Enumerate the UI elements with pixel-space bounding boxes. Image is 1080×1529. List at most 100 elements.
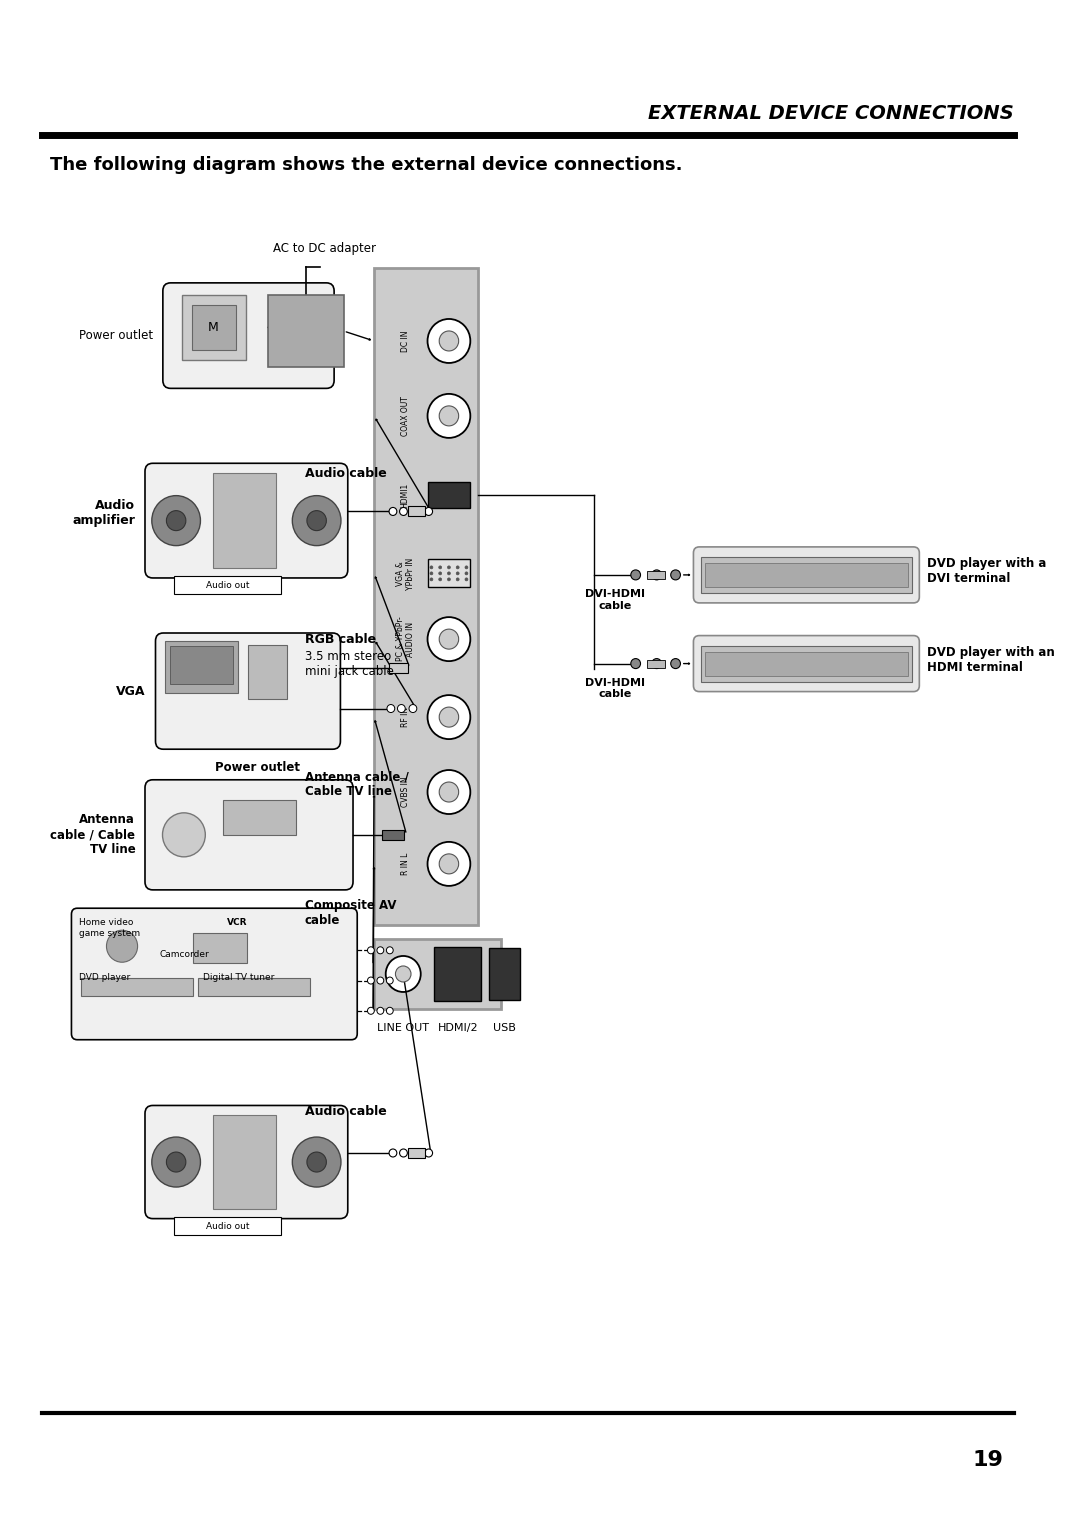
Circle shape [293,495,341,546]
Bar [174,1217,281,1234]
Circle shape [428,394,470,437]
Text: Digital TV tuner: Digital TV tuner [203,974,274,982]
Circle shape [671,570,680,579]
Bar [428,482,470,509]
Circle shape [447,578,450,581]
Circle shape [367,1008,375,1014]
Bar [705,563,907,587]
Circle shape [152,495,201,546]
Bar [192,304,235,350]
Bar [213,1116,276,1208]
Bar [407,1148,426,1157]
Circle shape [465,578,468,581]
Text: PC & YPbPr-
AUDIO IN: PC & YPbPr- AUDIO IN [395,616,415,662]
Circle shape [387,705,395,713]
Circle shape [438,566,442,569]
Text: DVI-HDMI
cable: DVI-HDMI cable [584,677,645,699]
Circle shape [440,330,459,352]
Bar [222,800,296,835]
Bar [434,946,481,1001]
Text: EXTERNAL DEVICE CONNECTIONS: EXTERNAL DEVICE CONNECTIONS [648,104,1014,122]
Text: DVD player: DVD player [79,974,131,982]
Bar [81,979,193,997]
Text: Home video
game system: Home video game system [79,919,140,937]
Circle shape [671,659,680,668]
Circle shape [456,566,459,569]
Bar [248,645,287,699]
Text: COAX OUT: COAX OUT [401,396,409,436]
Bar [705,651,907,676]
Circle shape [456,578,459,581]
Circle shape [440,781,459,803]
Bar [701,645,912,682]
Text: LINE OUT: LINE OUT [377,1023,429,1034]
Text: 19: 19 [972,1449,1003,1471]
Circle shape [438,572,442,575]
Circle shape [377,977,383,985]
Circle shape [166,1151,186,1173]
Text: R IN L: R IN L [401,853,409,875]
Text: 3.5 mm stereo
mini jack cable: 3.5 mm stereo mini jack cable [305,650,393,677]
Text: The following diagram shows the external device connections.: The following diagram shows the external… [51,156,683,174]
Circle shape [377,946,383,954]
Circle shape [465,572,468,575]
Circle shape [440,628,459,650]
Circle shape [377,1008,383,1014]
Circle shape [152,1138,201,1187]
Circle shape [447,566,450,569]
Circle shape [424,1148,433,1157]
Bar [647,659,664,668]
Bar [374,939,501,1009]
Text: Power outlet: Power outlet [215,761,300,774]
Circle shape [367,977,375,985]
Circle shape [652,659,662,668]
Circle shape [387,946,393,954]
Text: Audio cable: Audio cable [305,1105,387,1118]
Bar [389,664,408,673]
Circle shape [293,1138,341,1187]
Text: Audio
amplifier: Audio amplifier [72,498,135,526]
Circle shape [400,508,407,515]
Circle shape [367,946,375,954]
Text: Antenna cable /
Cable TV line: Antenna cable / Cable TV line [305,771,408,798]
Circle shape [424,508,433,515]
Circle shape [386,956,421,992]
Bar [701,557,912,593]
Text: DVI-HDMI
cable: DVI-HDMI cable [584,589,645,610]
FancyBboxPatch shape [71,908,357,1040]
FancyBboxPatch shape [145,780,353,890]
Circle shape [389,1148,396,1157]
Text: RF IN: RF IN [401,706,409,728]
Bar [268,295,343,367]
Text: RGB cable: RGB cable [305,633,376,645]
Text: VGA &
YPbPr IN: VGA & YPbPr IN [395,557,415,590]
Circle shape [307,1151,326,1173]
Text: Antenna
cable / Cable
TV line: Antenna cable / Cable TV line [51,813,135,856]
Circle shape [395,966,411,982]
FancyBboxPatch shape [145,463,348,578]
Circle shape [411,1148,419,1157]
Bar [374,268,478,925]
Text: HDMI1: HDMI1 [401,483,409,508]
Text: Power outlet: Power outlet [79,329,153,342]
Circle shape [428,618,470,661]
Text: DVD player with an
HDMI terminal: DVD player with an HDMI terminal [927,645,1055,674]
Bar [213,474,276,567]
Bar [382,830,404,839]
FancyBboxPatch shape [163,283,334,388]
Bar [165,641,239,693]
Circle shape [440,405,459,427]
Bar [174,576,281,593]
Circle shape [447,572,450,575]
Text: VCR: VCR [227,919,247,927]
Bar [407,506,426,517]
Circle shape [456,572,459,575]
Text: Camcorder: Camcorder [159,950,208,959]
Circle shape [387,977,393,985]
Circle shape [387,1008,393,1014]
FancyBboxPatch shape [156,633,340,749]
Bar [183,295,245,359]
Circle shape [107,930,137,962]
Circle shape [631,570,640,579]
Text: Audio out: Audio out [206,1222,249,1231]
